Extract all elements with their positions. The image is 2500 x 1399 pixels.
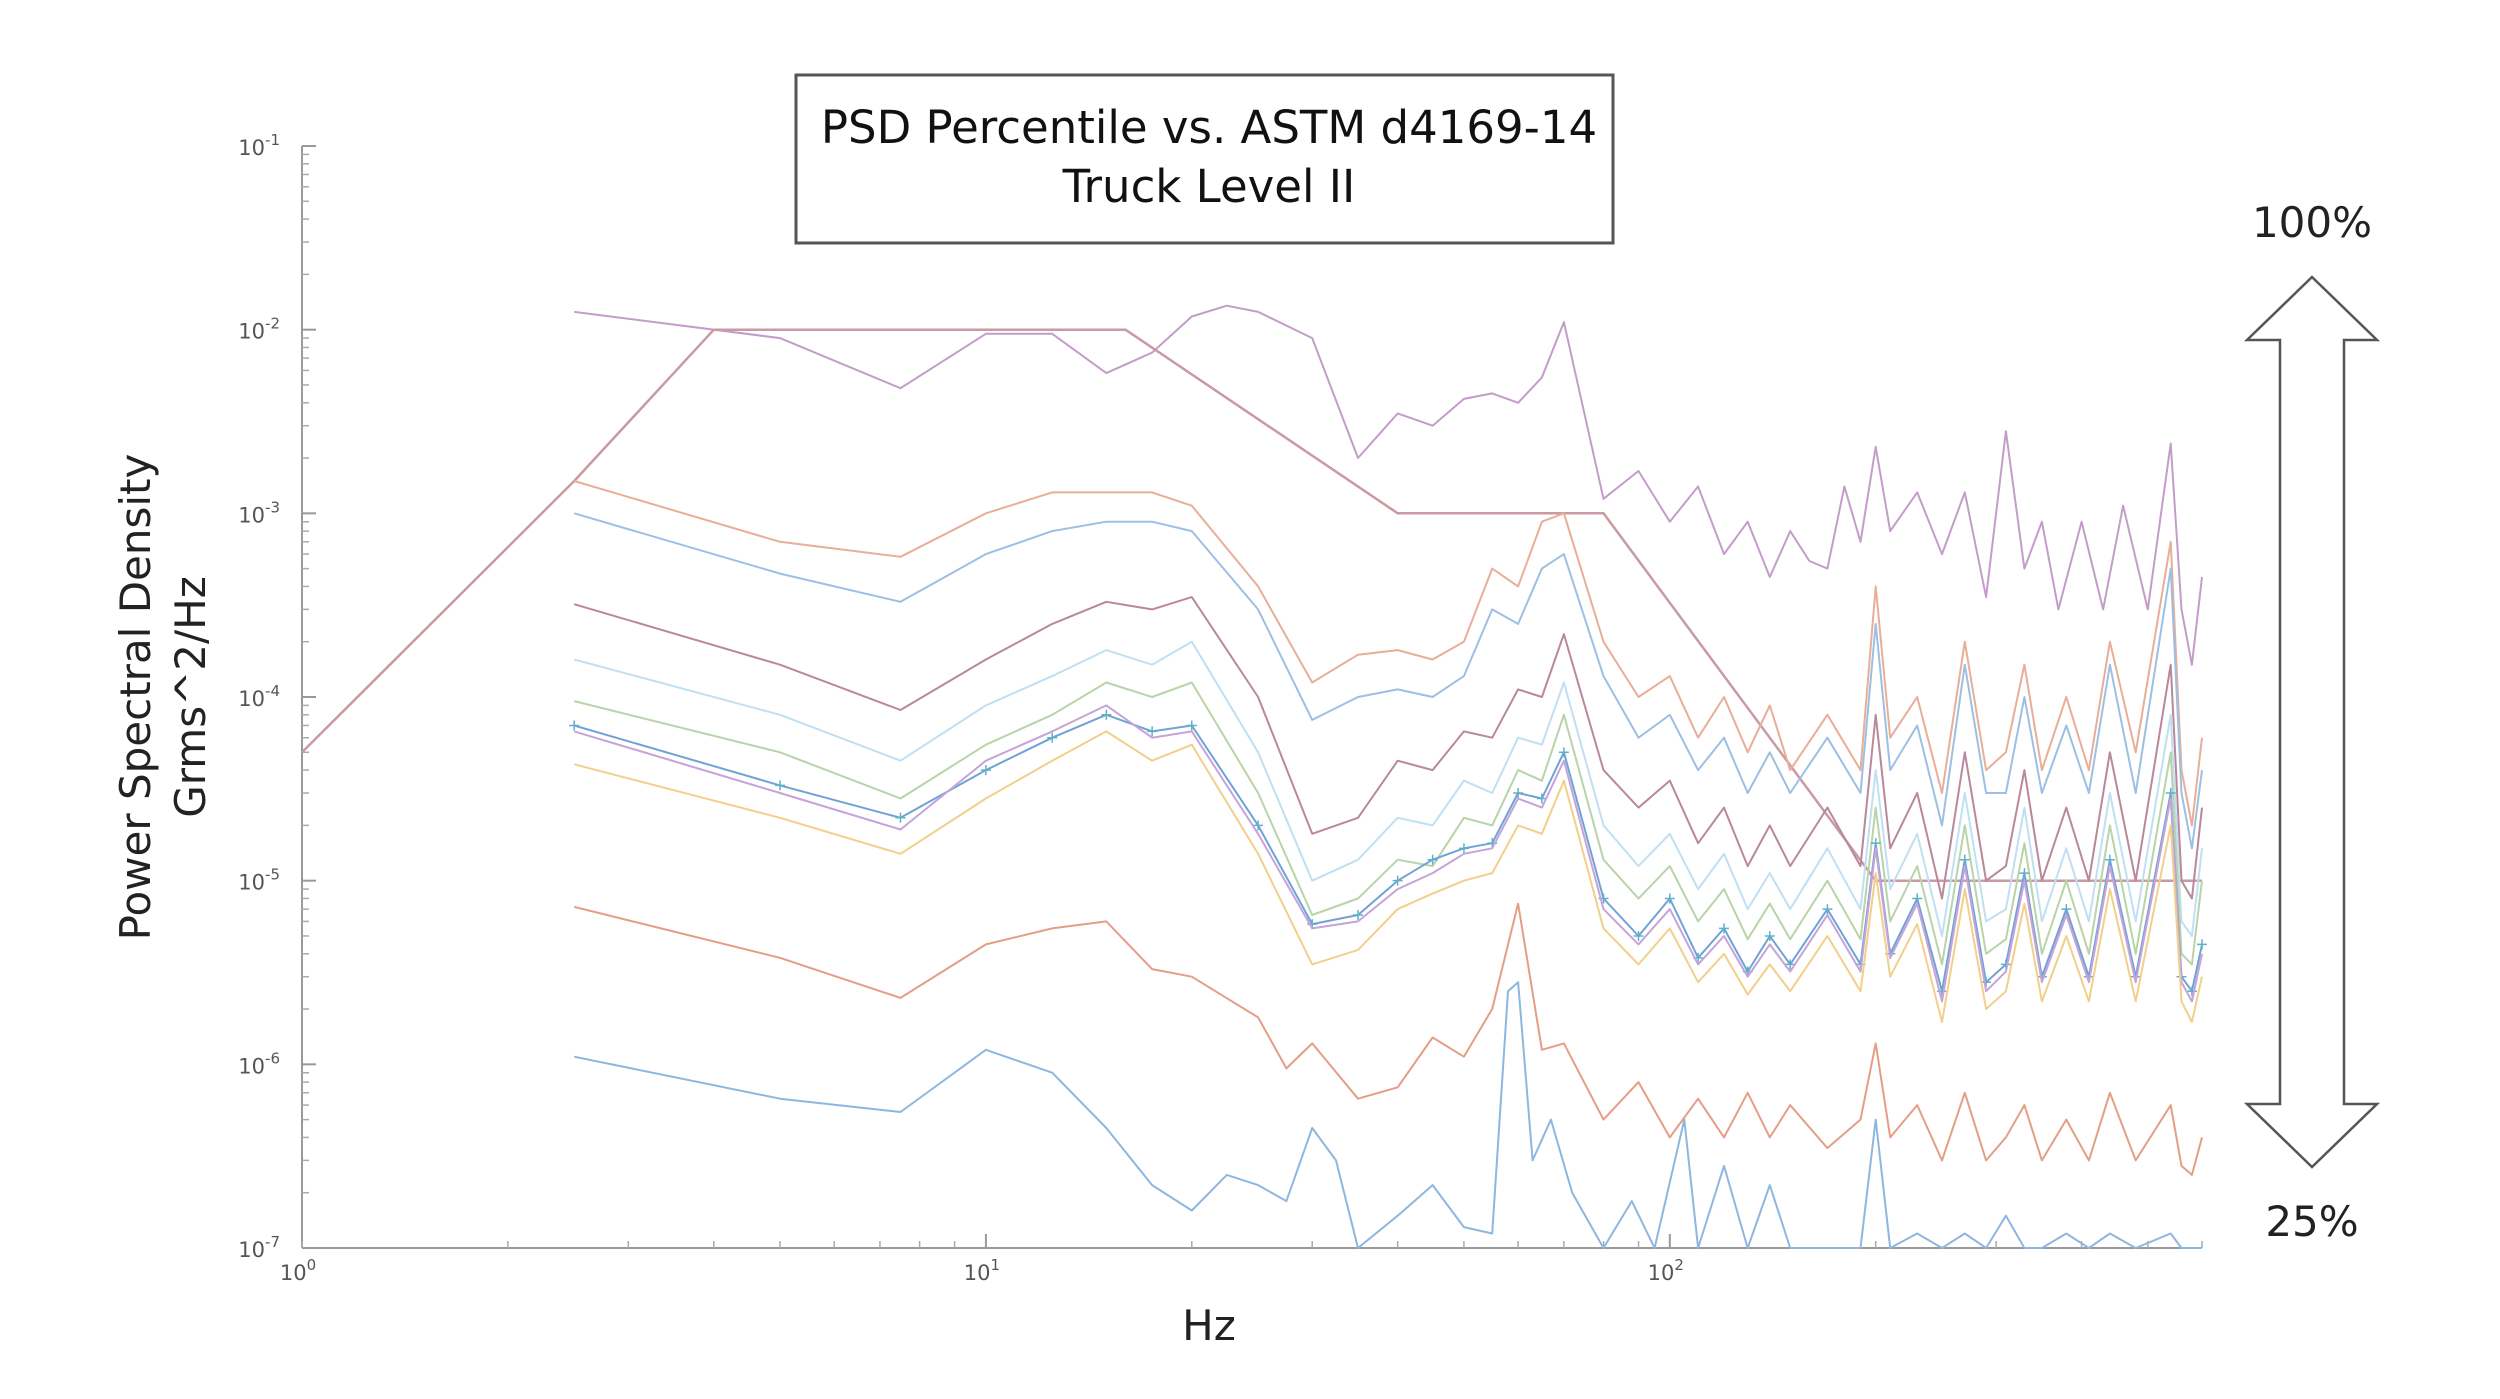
y-tick-label: 10-2: [238, 315, 280, 344]
data-point-marker: [1353, 910, 1363, 921]
series-line: [573, 713, 2203, 993]
series-line: [573, 640, 2203, 937]
data-point-marker: [775, 780, 786, 791]
data-point-marker: [1427, 854, 1438, 865]
series-line: [573, 512, 2203, 850]
percentile-bottom-label: 25%: [2265, 1197, 2358, 1246]
data-point-marker: [1633, 930, 1644, 941]
x-axis-label: Hz: [1182, 1301, 1236, 1350]
series-line: [573, 681, 2203, 966]
percentile-top-label: 100%: [2252, 198, 2372, 247]
data-point-marker: [1959, 854, 1970, 865]
percentile-range-annotation: 100% 25%: [2243, 198, 2381, 1246]
x-tick-label: 100: [280, 1256, 316, 1285]
data-point-marker: [2104, 854, 2115, 865]
data-point-marker: [1558, 747, 1569, 758]
series-line: [573, 596, 2203, 900]
series-group: [301, 304, 2207, 1249]
chart-title: PSD Percentile vs. ASTM d4169-14: [821, 101, 1597, 154]
y-tick-label: 10-6: [238, 1049, 280, 1078]
data-point-marker: [569, 720, 580, 731]
data-point-marker: [1870, 838, 1881, 849]
y-tick-label: 10-1: [238, 131, 280, 160]
data-point-marker: [1458, 843, 1469, 854]
y-axis-label-line2: Grms^2/Hz: [166, 576, 215, 818]
data-point-marker: [1186, 720, 1197, 731]
title-frame: [794, 73, 1615, 245]
series-line: [574, 981, 2202, 1249]
double-arrow-icon: [2243, 275, 2381, 1169]
x-ticks: 100 101 102: [280, 1234, 2203, 1285]
data-point-marker: [1764, 930, 1775, 941]
y-tick-label: 10-5: [238, 866, 280, 895]
data-point-marker: [2197, 939, 2207, 950]
data-point-marker: [2019, 868, 2030, 879]
chart-subtitle: Truck Level II: [1062, 160, 1356, 213]
data-point-marker: [2186, 986, 2197, 997]
data-point-marker: [980, 765, 991, 776]
data-point-marker: [1513, 788, 1524, 799]
data-point-marker: [1253, 820, 1264, 831]
series-line: [574, 304, 2203, 666]
data-point-marker: [1101, 709, 1112, 720]
series-line: [573, 730, 2203, 1023]
x-tick-label: 101: [964, 1256, 1000, 1285]
y-tick-label: 10-4: [238, 682, 280, 711]
axes: 10-1 10-2 10-3 10-4 10-5 10-6 10-7 100 101 102: [238, 131, 2203, 1285]
y-tick-label: 10-3: [238, 498, 280, 527]
x-tick-label: 102: [1648, 1256, 1684, 1285]
series-line: [573, 704, 2203, 1003]
data-point-marker: [1718, 923, 1729, 934]
data-point-marker: [1147, 726, 1158, 737]
series-line: [301, 328, 2202, 882]
data-point-marker: [1047, 732, 1058, 743]
data-point-marker: [1785, 959, 1796, 970]
title-box: PSD Percentile vs. ASTM d4169-14 Truck L…: [794, 73, 1615, 245]
data-point-marker: [1392, 875, 1403, 886]
data-point-marker: [1664, 893, 1675, 904]
series-line: [573, 480, 2203, 827]
data-point-marker: [2061, 904, 2072, 915]
y-tick-label: 10-7: [238, 1233, 280, 1262]
data-point-marker: [1912, 893, 1923, 904]
y-ticks: 10-1 10-2 10-3 10-4 10-5 10-6 10-7: [238, 131, 316, 1262]
y-axis-label-line1: Power Spectral Density: [111, 454, 160, 941]
data-point-marker: [1822, 904, 1833, 915]
series-line: [573, 902, 2203, 1176]
data-point-marker: [2165, 788, 2176, 799]
data-point-marker: [895, 812, 906, 823]
